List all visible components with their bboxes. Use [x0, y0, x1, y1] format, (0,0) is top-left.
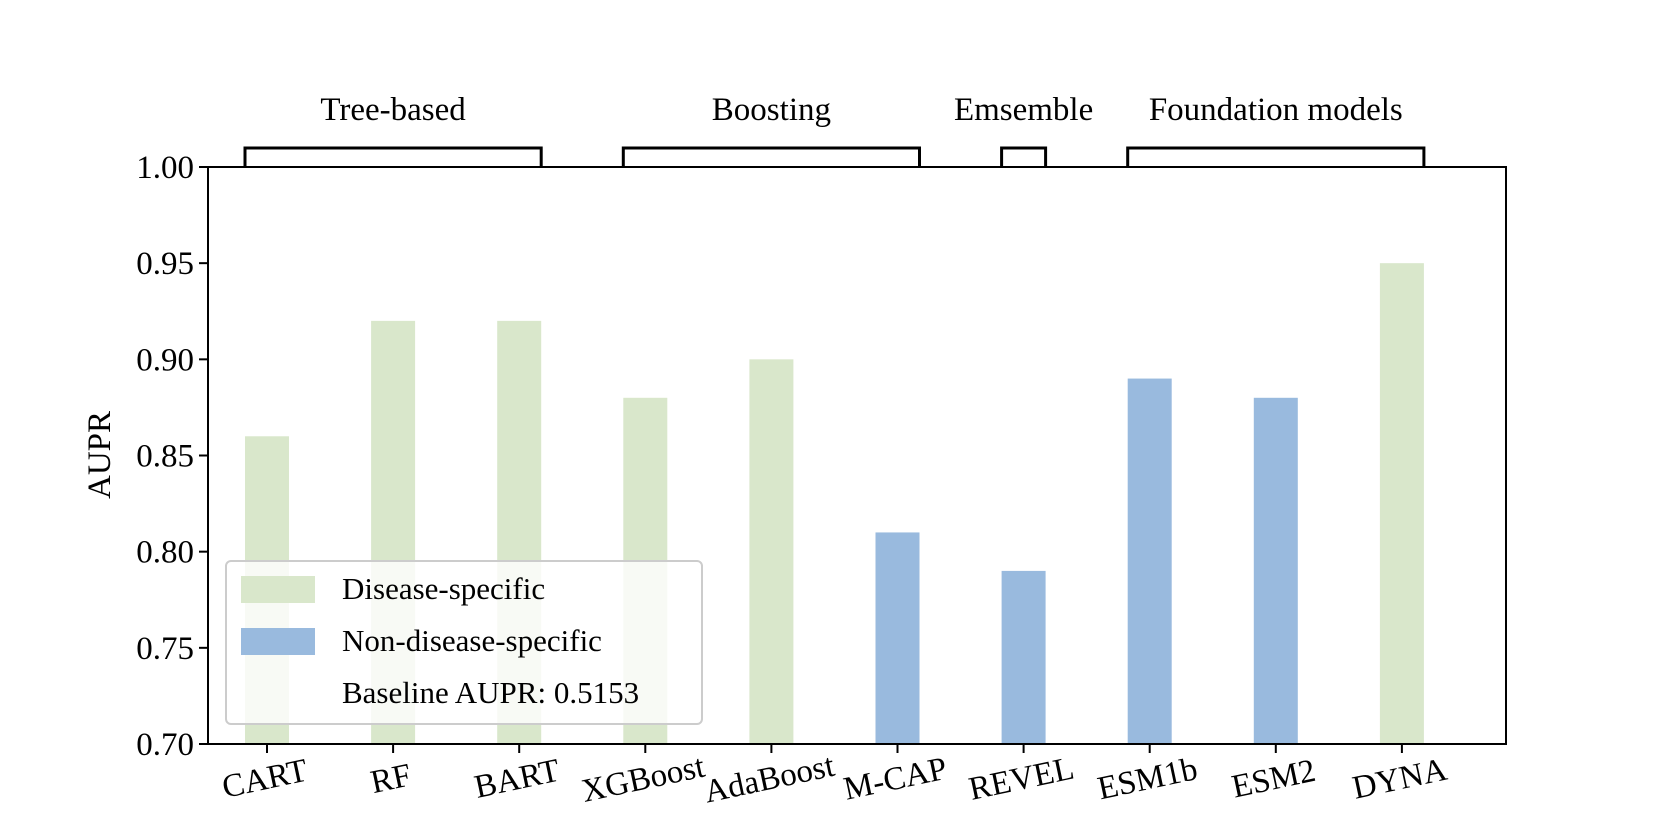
bar-adaboost	[749, 359, 794, 744]
legend-swatch	[241, 576, 315, 603]
legend-baseline-note: Baseline AUPR: 0.5153	[342, 675, 639, 710]
group-label: Tree-based	[320, 92, 466, 128]
bar-esm1b	[1127, 378, 1172, 744]
y-axis-label: AUPR	[82, 411, 118, 499]
x-tick-label: ESM2	[1229, 753, 1319, 806]
y-tick-label: 0.70	[136, 727, 194, 763]
group-brackets: Tree-based Boosting Emsemble Foundation mod…	[243, 92, 1426, 167]
bar-esm2	[1253, 397, 1298, 744]
group-label: Foundation models	[1149, 92, 1403, 128]
y-tick-label: 0.75	[136, 631, 194, 667]
group-bracket	[243, 146, 543, 167]
group-bracket	[1126, 146, 1426, 167]
x-tick-label: CART	[219, 753, 311, 806]
group-label: Boosting	[712, 92, 831, 128]
x-tick-label: REVEL	[966, 751, 1077, 808]
y-tick-label: 1.00	[136, 150, 194, 186]
group-bracket	[1000, 146, 1048, 167]
legend-box	[225, 560, 703, 725]
y-axis: 0.70 0.75 0.80 0.85 0.90 0.95 1.00	[136, 150, 208, 763]
legend-label: Disease-specific	[342, 571, 545, 606]
legend-swatch	[241, 628, 315, 655]
bar-revel	[1001, 570, 1046, 744]
x-tick-label: RF	[368, 757, 415, 801]
bar-dyna	[1379, 263, 1424, 744]
group-label: Emsemble	[954, 92, 1093, 128]
group-bracket	[621, 146, 921, 167]
bars-layer	[245, 263, 1424, 744]
y-tick-label: 0.90	[136, 342, 194, 378]
x-tick-label: ESM1b	[1095, 751, 1201, 807]
y-tick-label: 0.80	[136, 535, 194, 571]
x-tick-label: AdaBoost	[701, 748, 838, 811]
x-tick-label: DYNA	[1349, 752, 1450, 807]
x-tick-label: XGBoost	[578, 749, 707, 810]
legend: Disease-specific Non-disease-specific Base…	[225, 560, 703, 725]
y-tick-label: 0.95	[136, 246, 194, 282]
x-tick-label: M-CAP	[841, 751, 951, 808]
bar-m-cap	[875, 532, 920, 744]
legend-label: Non-disease-specific	[342, 623, 602, 658]
x-tick-label: BART	[471, 753, 563, 806]
y-tick-label: 0.85	[136, 439, 194, 475]
